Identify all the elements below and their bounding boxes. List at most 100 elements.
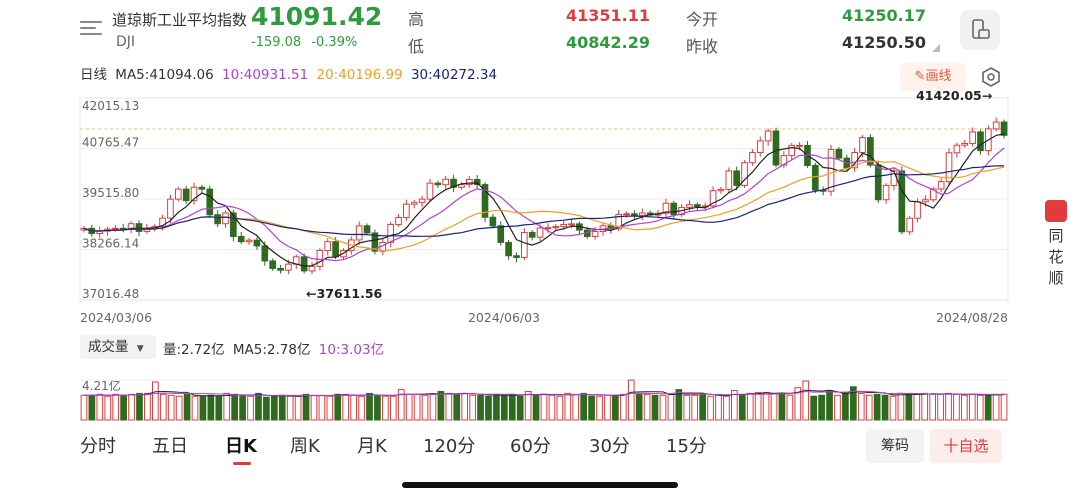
candle bbox=[395, 217, 402, 226]
candlestick-chart[interactable]: 42015.13 40765.47 39515.80 38266.14 37016.48… bbox=[0, 90, 1030, 330]
volume-bar bbox=[477, 394, 484, 421]
volume-bar bbox=[167, 394, 175, 421]
ma20-value: 20:40196.99 bbox=[316, 67, 403, 83]
volume-bar bbox=[508, 393, 516, 421]
landscape-button[interactable] bbox=[960, 10, 1000, 50]
volume-bar bbox=[413, 393, 421, 421]
volume-ma10: 10:3.03亿 bbox=[318, 342, 385, 358]
volume-bar bbox=[794, 387, 802, 421]
candle bbox=[615, 213, 623, 230]
candle bbox=[992, 121, 1000, 130]
tab-3[interactable]: 日K bbox=[225, 436, 257, 457]
candle bbox=[922, 199, 929, 203]
candle bbox=[300, 256, 308, 272]
tab-6[interactable]: 120分 bbox=[423, 436, 476, 457]
volume-bar bbox=[857, 392, 865, 421]
volume-bar bbox=[318, 394, 326, 421]
volume-bar bbox=[754, 391, 762, 421]
volume-bar bbox=[151, 381, 159, 421]
draw-line-button[interactable]: ✎画线 bbox=[900, 63, 966, 91]
candle bbox=[1000, 121, 1008, 136]
menu-icon[interactable] bbox=[80, 18, 102, 36]
settings-icon[interactable] bbox=[980, 66, 1002, 88]
volume-bar bbox=[873, 393, 881, 421]
candle bbox=[230, 212, 237, 237]
candle bbox=[426, 182, 434, 200]
open-value: 41250.17 bbox=[842, 6, 927, 25]
high-label: 高 bbox=[408, 10, 425, 29]
y-tick-label: 39515.80 bbox=[82, 186, 139, 200]
volume-bar bbox=[532, 394, 540, 421]
tab-4[interactable]: 周K bbox=[290, 436, 320, 457]
tab-8[interactable]: 30分 bbox=[589, 436, 630, 457]
candle bbox=[513, 255, 520, 258]
candle bbox=[764, 130, 772, 142]
candle bbox=[253, 239, 261, 247]
low-annotation: ←37611.56 bbox=[306, 286, 382, 301]
volume-bar bbox=[493, 393, 500, 421]
volume-bar bbox=[612, 394, 619, 421]
candle bbox=[182, 188, 190, 202]
candle bbox=[198, 186, 206, 190]
candle bbox=[363, 225, 371, 234]
volume-bar bbox=[556, 395, 564, 421]
candle bbox=[418, 198, 426, 203]
volume-bar bbox=[961, 394, 968, 421]
candle bbox=[434, 182, 442, 186]
x-tick-label: 2024/06/03 bbox=[468, 310, 540, 325]
volume-bar bbox=[691, 394, 699, 421]
side-brand-badge[interactable]: 同花顺 bbox=[1038, 200, 1074, 289]
volume-bar bbox=[627, 379, 635, 421]
y-tick-label: 37016.48 bbox=[82, 287, 139, 301]
change-value: -159.08 bbox=[251, 35, 302, 50]
candle bbox=[772, 130, 780, 166]
candle bbox=[174, 188, 182, 200]
tab-5[interactable]: 月K bbox=[357, 436, 387, 457]
chips-button[interactable]: 筹码 bbox=[866, 429, 924, 463]
candle bbox=[308, 265, 316, 272]
tab-2[interactable]: 五日 bbox=[152, 436, 188, 457]
side-brand-text: 同花顺 bbox=[1038, 226, 1074, 289]
volume-bar bbox=[231, 393, 239, 421]
ma10-line bbox=[83, 147, 1005, 262]
volume-dropdown-label: 成交量 bbox=[88, 339, 129, 355]
candle bbox=[662, 202, 670, 214]
volume-bar bbox=[136, 392, 143, 421]
volume-bar bbox=[619, 393, 627, 421]
candle bbox=[591, 230, 599, 237]
candle bbox=[505, 241, 512, 257]
candle bbox=[465, 178, 473, 186]
tab-1[interactable]: 分时 bbox=[80, 436, 116, 457]
caret-down-icon: ▼ bbox=[136, 344, 144, 354]
candle bbox=[497, 225, 505, 243]
volume-max-label: 4.21亿 bbox=[82, 378, 121, 393]
candle bbox=[811, 164, 819, 191]
volume-bar bbox=[215, 395, 223, 421]
tab-9[interactable]: 15分 bbox=[666, 436, 707, 457]
volume-indicator-dropdown[interactable]: 成交量 ▼ bbox=[80, 335, 156, 359]
low-label: 低 bbox=[408, 37, 425, 56]
y-tick-label: 40765.47 bbox=[82, 135, 139, 149]
side-brand-char: 同 bbox=[1048, 227, 1064, 245]
side-brand-char: 花 bbox=[1048, 248, 1064, 266]
volume-bar bbox=[524, 390, 532, 421]
volume-bar bbox=[945, 392, 952, 421]
add-favorite-button[interactable]: 十自选 bbox=[930, 429, 1002, 463]
volume-bar bbox=[826, 390, 833, 421]
candle bbox=[756, 140, 764, 154]
volume-bar bbox=[437, 390, 445, 421]
volume-bar bbox=[239, 394, 246, 421]
pencil-icon: ✎ bbox=[914, 69, 926, 84]
volume-bar bbox=[199, 395, 207, 421]
volume-bar bbox=[842, 391, 849, 421]
candle bbox=[969, 131, 976, 144]
candle bbox=[489, 216, 497, 227]
volume-bar bbox=[374, 394, 381, 421]
volume-bar bbox=[913, 393, 921, 421]
candle bbox=[159, 217, 166, 228]
volume-chart[interactable]: 4.21亿 bbox=[0, 360, 1030, 426]
volume-bar bbox=[286, 395, 294, 421]
candle bbox=[961, 142, 969, 146]
expand-corner-icon[interactable] bbox=[932, 44, 940, 52]
tab-7[interactable]: 60分 bbox=[510, 436, 551, 457]
